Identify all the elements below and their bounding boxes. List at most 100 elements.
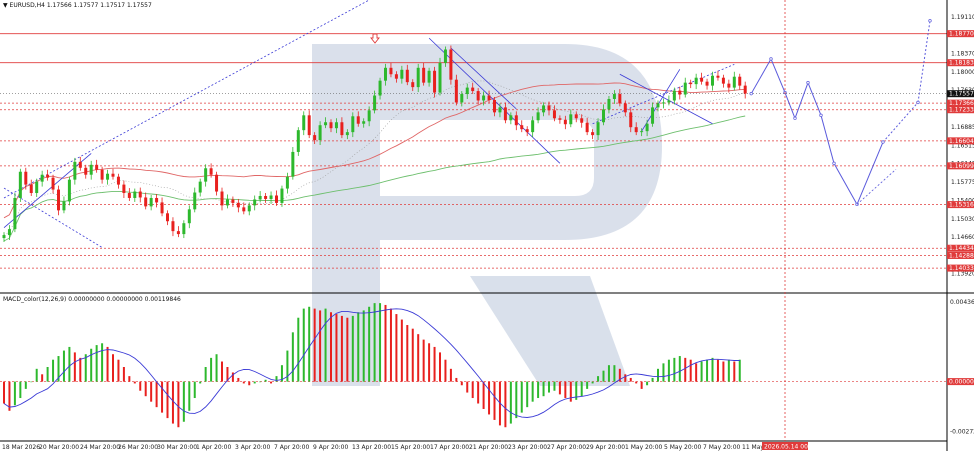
macd-bar [618,368,621,382]
macd-bar [101,343,104,382]
macd-bar [8,381,11,411]
macd-bar [150,381,153,402]
forecast-node [769,57,773,61]
symbol-header: ▼ EURUSD,H4 1.17566 1.17577 1.17517 1.17… [3,2,152,9]
time-tick-label: 7 May 20:00 [703,444,741,451]
macd-bar [139,381,142,391]
level-price-tag [947,264,974,272]
macd-bar [242,381,245,384]
macd-bar [526,381,529,408]
macd-bar [591,381,594,384]
macd-bar [449,368,452,382]
macd-bar [428,343,431,382]
price-tick-label: 1.19110 [951,14,974,21]
macd-bar [384,304,387,382]
candle-body [738,76,742,86]
time-tick-label: 9 Apr 20:00 [313,444,348,451]
candle-body [329,122,333,129]
candle-body [258,195,262,200]
candle-body [198,181,202,193]
candle-body [678,90,682,95]
macd-bar [684,357,687,382]
candle-body [204,168,208,182]
macd-bar [204,367,207,382]
time-tick-label: 11 May 2 [742,444,770,451]
macd-bar [280,365,283,382]
macd-bar [477,381,480,404]
candle-body [78,161,82,168]
macd-bar [389,308,392,382]
trend-line [3,0,370,199]
candle-body [106,173,110,180]
forecast-node [749,92,753,96]
macd-bar [357,312,360,382]
ma-green-line [3,115,746,242]
macd-bar [215,354,218,382]
candle-body [443,49,447,63]
candle-body [253,199,257,206]
macd-bar [727,359,730,382]
candle-body [651,107,655,124]
candle-body [416,67,420,88]
candle-body [509,115,513,121]
forecast-segment [856,141,884,205]
candle-body [318,125,322,141]
candle-body [367,110,371,122]
candle-body [683,82,687,95]
macd-signal [3,308,740,418]
trend-line [450,47,517,110]
candle-body [334,122,338,129]
candle-body [498,107,502,113]
candle-body [471,87,475,92]
level-price-label: 1.14434 [949,245,974,252]
candle-body [149,197,153,207]
level-price-label: 1.17233 [949,107,974,114]
candle-body [116,176,120,185]
level-price-label: 1.17366 [949,100,974,107]
forecast-segment [807,82,822,116]
macd-bar [488,381,491,415]
candle-body [111,173,115,177]
macd-bar [569,381,572,402]
macd-bar [286,350,289,382]
macd-bar [646,381,649,386]
macd-bar [520,381,523,413]
candle-body [531,120,535,133]
candle-body [732,76,736,88]
macd-bar [73,352,76,382]
macd-bar [657,368,659,382]
macd-bar [706,359,709,382]
forecast-segment [820,115,835,164]
time-tick-label: 23 Apr 20:00 [508,444,547,451]
macd-bar [231,372,234,382]
level-price-tag [947,30,974,38]
macd-bar [275,376,278,382]
watermark-upper [312,44,662,386]
candle-body [236,202,240,208]
candle-body [585,122,589,133]
trend-line [641,69,681,132]
macd-bar [640,381,643,389]
macd-bar [575,381,578,400]
candle-body [46,174,50,178]
candle-body [225,199,229,206]
candle-body [302,115,306,131]
candle-body [24,171,28,185]
candle-body [405,69,409,83]
time-tick-label: 3 Apr 20:00 [235,444,270,451]
macd-bar [237,377,240,382]
candle-body [171,221,175,232]
macd-bar [444,359,447,382]
candle-body [596,122,600,136]
candle-body [35,181,39,194]
macd-bar [716,359,719,382]
candle-body [493,99,496,113]
macd-bar [455,377,458,382]
candle-body [73,161,77,180]
macd-bar [395,314,398,382]
macd-bar [662,363,665,382]
candle-body [389,67,393,75]
macd-bar [379,303,382,382]
macd-bar [133,381,136,384]
